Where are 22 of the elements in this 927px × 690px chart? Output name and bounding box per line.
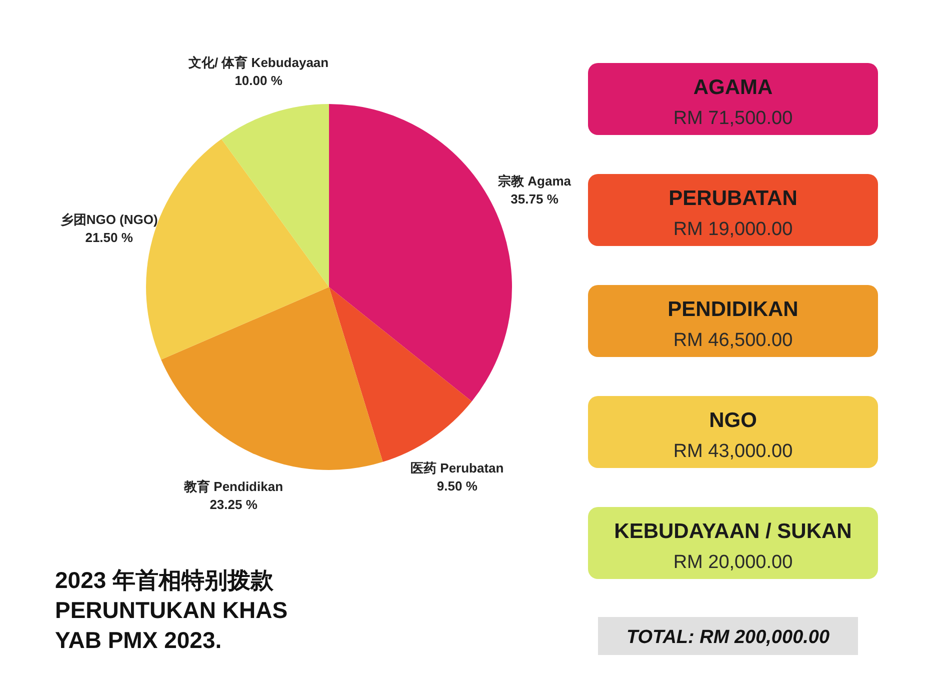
category-label: KEBUDAYAAN / SUKAN [614,520,852,543]
text: RM 19,000.00 [673,219,793,240]
slice-label: 宗教 Agama [497,173,572,188]
data-label: 9.50 % [436,478,478,494]
category-label: PENDIDIKAN [668,298,798,321]
data-label: 10.00 % [234,73,283,88]
data-label: 23.25 % [210,497,258,512]
slice-label: 教育 Pendidikan [183,479,284,494]
text: RM 43,000.00 [673,441,793,462]
category-label: NGO [709,409,757,432]
text: RM 46,500.00 [673,330,793,351]
data-label: 21.50 % [85,230,134,245]
slice-label: 文化/ 体育 Kebudayaan [187,55,329,70]
slice-label: 乡团NGO (NGO) [60,212,158,227]
text: RM 71,500.00 [673,108,793,129]
slice-label: 医药 Perubatan [410,460,504,476]
data-label: 35.75 % [510,191,559,206]
text: RM 20,000.00 [673,552,793,573]
category-label: AGAMA [693,76,773,99]
text: TOTAL: RM 200,000.00 [626,627,830,648]
category-label: PERUBATAN [668,187,798,210]
text: 2023 年首相特别拨款 PERUNTUKAN KHAS YAB PMX 2023. [55,567,288,653]
